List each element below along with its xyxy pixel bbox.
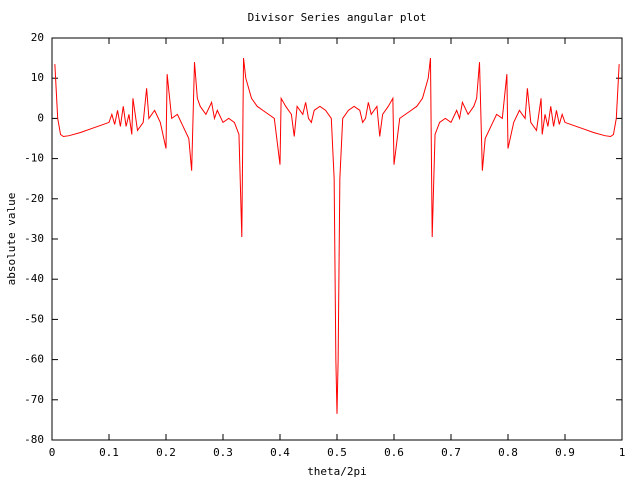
x-tick-label: 0.2 <box>156 446 176 459</box>
y-tick-label: 20 <box>31 31 44 44</box>
data-line <box>54 58 620 414</box>
chart-title: Divisor Series angular plot <box>248 11 427 24</box>
y-tick-label: 0 <box>37 111 44 124</box>
y-tick-label: -40 <box>24 272 44 285</box>
x-tick-label: 0 <box>49 446 56 459</box>
y-tick-label: -60 <box>24 353 44 366</box>
x-tick-label: 0.1 <box>99 446 119 459</box>
x-tick-label: 0.5 <box>327 446 347 459</box>
y-tick-label: 10 <box>31 71 44 84</box>
x-tick-label: 0.3 <box>213 446 233 459</box>
y-tick-label: -10 <box>24 152 44 165</box>
x-tick-label: 0.8 <box>498 446 518 459</box>
y-tick-label: -20 <box>24 192 44 205</box>
y-tick-label: -50 <box>24 312 44 325</box>
x-tick-label: 0.9 <box>555 446 575 459</box>
x-tick-label: 1 <box>619 446 626 459</box>
y-tick-label: -80 <box>24 433 44 446</box>
x-tick-label: 0.4 <box>270 446 290 459</box>
y-tick-label: -70 <box>24 393 44 406</box>
y-tick-label: -30 <box>24 232 44 245</box>
x-axis-label: theta/2pi <box>307 465 367 478</box>
y-axis-label: absolute value <box>5 193 18 286</box>
x-tick-label: 0.7 <box>441 446 461 459</box>
x-tick-label: 0.6 <box>384 446 404 459</box>
